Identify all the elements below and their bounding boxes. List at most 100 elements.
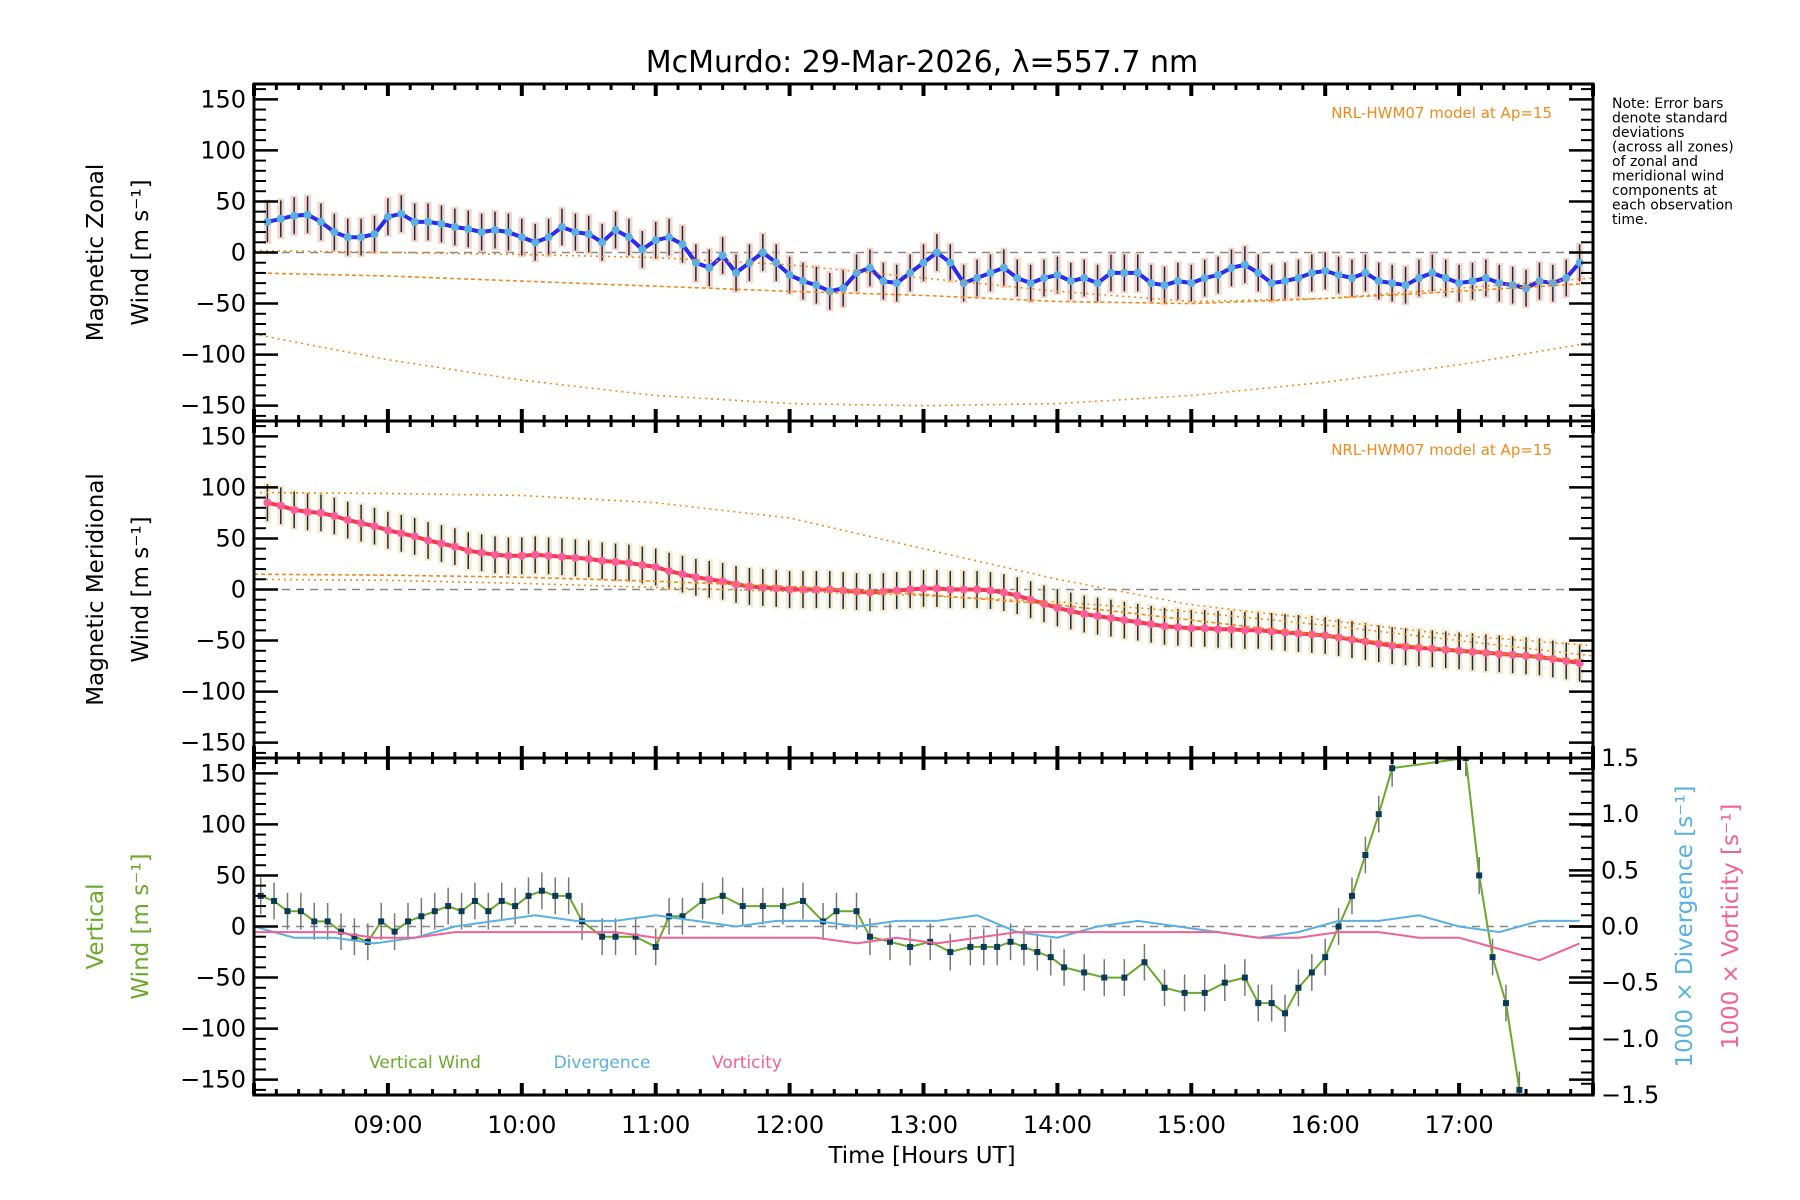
data-point (531, 550, 540, 559)
data-point (745, 258, 754, 267)
data-point (1133, 268, 1142, 277)
data-point (1026, 595, 1035, 604)
data-point (1375, 811, 1382, 818)
series-line-nrl-hwm07-model-middle- (254, 272, 1593, 305)
y-tick-label: 50 (215, 524, 246, 552)
data-point (1034, 949, 1041, 956)
data-point (498, 897, 505, 904)
data-point (418, 913, 425, 920)
data-point (397, 529, 406, 538)
data-point (1548, 654, 1557, 663)
data-point (1227, 263, 1236, 272)
data-point (290, 505, 299, 514)
data-point (1455, 279, 1464, 288)
data-point (1227, 625, 1236, 634)
y-tick-label: −50 (195, 290, 246, 318)
data-point (652, 943, 659, 950)
data-point (719, 892, 726, 899)
data-point (599, 933, 606, 940)
data-point (1535, 277, 1544, 286)
data-point (552, 892, 559, 899)
data-point (1455, 646, 1464, 655)
data-point (290, 211, 299, 220)
data-point (772, 258, 781, 267)
data-point (1282, 1010, 1289, 1017)
note-line: deviations (1612, 125, 1684, 141)
data-point (638, 245, 647, 254)
data-point (705, 263, 714, 272)
data-point (892, 279, 901, 288)
x-tick-label: 09:00 (353, 1111, 422, 1139)
data-point (1020, 943, 1027, 950)
y-tick-label: −150 (180, 729, 246, 757)
data-point (852, 587, 861, 596)
data-point (464, 546, 473, 555)
data-point (1200, 624, 1209, 633)
data-point (1160, 281, 1169, 290)
right-y-tick-label: 1.5 (1601, 744, 1639, 772)
data-point (1322, 954, 1329, 961)
data-point (464, 225, 473, 234)
data-point (986, 586, 995, 595)
data-point (450, 542, 459, 551)
data-point (959, 279, 968, 288)
data-point (1101, 974, 1108, 981)
data-point (1187, 624, 1196, 633)
y-tick-label: 0 (231, 239, 246, 267)
data-point (1414, 643, 1423, 652)
data-point (1053, 603, 1062, 612)
y-axis-label-line2: Wind [m s⁻¹] (128, 853, 154, 999)
data-point (410, 532, 419, 541)
data-point (316, 508, 325, 517)
data-point (1321, 266, 1330, 275)
series-line-vorticity (254, 931, 1580, 962)
y-axis-label-line1: Magnetic Zonal (83, 164, 109, 342)
data-point (691, 258, 700, 267)
data-point (598, 556, 607, 565)
data-point (1481, 274, 1490, 283)
data-point (1374, 277, 1383, 286)
y-tick-label: 50 (215, 861, 246, 889)
data-point (967, 943, 974, 950)
panel-zonal: 150 100 50 0 −50 −100 −150 Magnetic Zonal Wind [… (83, 82, 1595, 423)
data-point (1013, 591, 1022, 600)
data-point (779, 903, 786, 910)
data-point (732, 580, 741, 589)
y-tick-label: 100 (200, 810, 246, 838)
data-point (1562, 274, 1571, 283)
data-point (504, 228, 513, 237)
panel-vertical: 150 100 50 0 −50 −100 −150 Vertical Wind [m s⁻¹]… (83, 744, 1744, 1139)
right-axis-label-vorticity: 1000 × Vorticity [s⁻¹] (1718, 804, 1744, 1050)
data-point (1201, 989, 1208, 996)
legend-item: Vertical Wind (369, 1053, 481, 1073)
data-point (994, 943, 1001, 950)
data-point (739, 903, 746, 910)
data-point (410, 217, 419, 226)
y-tick-label: 0 (231, 913, 246, 941)
data-point (611, 557, 620, 566)
x-tick-label: 17:00 (1425, 1111, 1494, 1139)
data-point (833, 908, 840, 915)
data-point (632, 933, 639, 940)
data-point (1362, 852, 1369, 859)
data-point (1428, 268, 1437, 277)
data-point (338, 928, 345, 935)
data-point (1308, 969, 1315, 976)
data-point (705, 575, 714, 584)
data-point (1295, 984, 1302, 991)
data-point (1268, 1000, 1275, 1007)
x-axis: Time [Hours UT] (827, 1143, 1015, 1169)
data-point (1081, 969, 1088, 976)
data-point (759, 903, 766, 910)
data-point (1414, 274, 1423, 283)
data-point (1047, 954, 1054, 961)
data-point (865, 588, 874, 597)
y-tick-label: −100 (180, 341, 246, 369)
data-point (303, 507, 312, 516)
model-label: NRL-HWM07 model at Ap=15 (1331, 104, 1552, 122)
data-point (1080, 610, 1089, 619)
data-point (1040, 274, 1049, 283)
y-axis-label-line2: Wind [m s⁻¹] (128, 179, 154, 325)
data-point (1214, 625, 1223, 634)
